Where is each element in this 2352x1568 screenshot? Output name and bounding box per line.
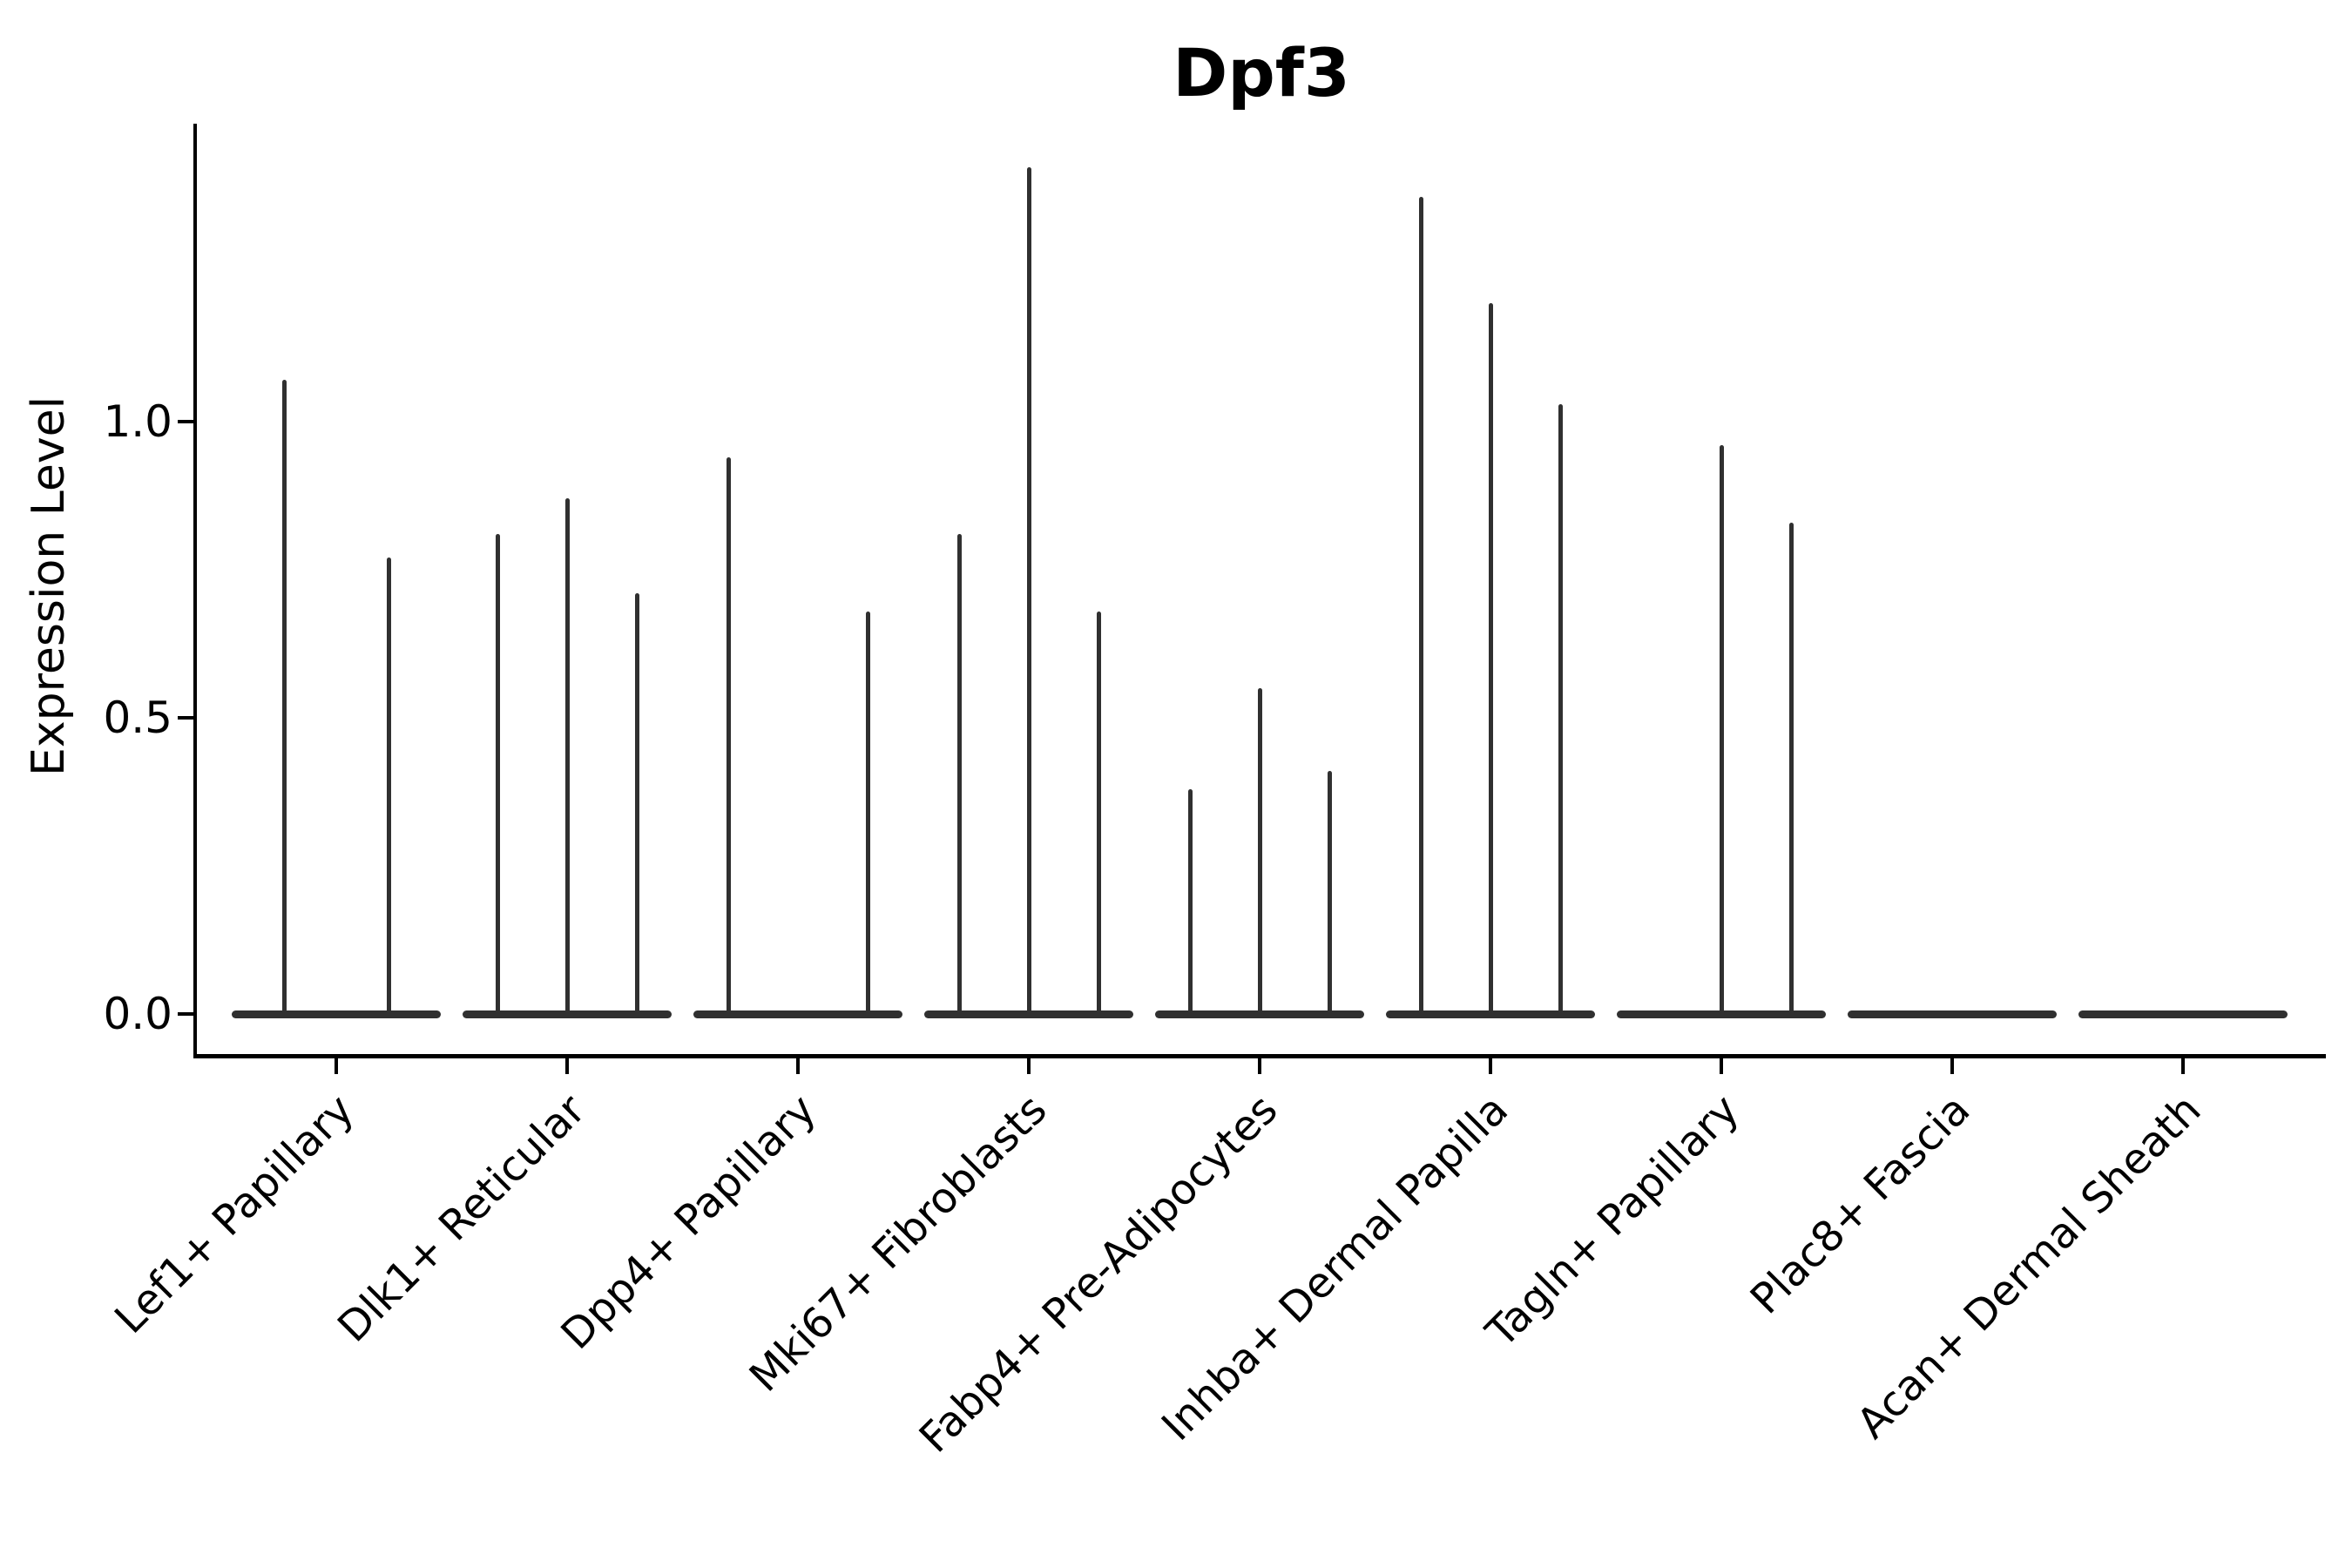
x-tick [565,1058,569,1074]
y-tick [178,420,193,423]
x-tick [1258,1058,1261,1074]
x-category-label: Lef1+ Papillary [105,1085,364,1343]
x-category-label: Dlk1+ Reticular [328,1085,595,1352]
y-tick-label: 0.0 [103,989,172,1039]
violin-base [2078,1010,2288,1018]
violin-base [1386,1010,1595,1018]
violin-base [1617,1010,1826,1018]
violin-spike [1187,788,1193,1014]
violin-base [693,1010,902,1018]
violin-base [1848,1010,2057,1018]
violin-base [924,1010,1133,1018]
y-tick [178,1012,193,1016]
x-tick [2181,1058,2185,1074]
y-tick-label: 0.5 [103,693,172,743]
violin-spike [1488,303,1493,1014]
left-axis-spine [193,124,197,1058]
violin-spike [634,593,639,1014]
x-tick [1720,1058,1723,1074]
violin-spike [1257,688,1262,1014]
x-category-label: Dpp4+ Papillary [551,1085,826,1359]
violin-base [232,1010,441,1018]
violin-spike [1327,771,1332,1014]
y-tick-label: 1.0 [103,396,172,447]
violin-spike [1719,445,1724,1014]
violin-spike [1418,196,1423,1014]
x-tick [1489,1058,1492,1074]
violin-spike [564,498,570,1014]
x-tick [1027,1058,1031,1074]
violin-spike [956,534,962,1014]
x-tick [796,1058,800,1074]
y-tick [178,716,193,720]
y-axis-label: Expression Level [23,395,75,777]
bottom-axis-spine [193,1054,2326,1058]
x-tick [1950,1058,1954,1074]
violin-spike [1558,403,1563,1014]
x-category-label: Plac8+ Fascia [1740,1085,1980,1324]
violin-spike [865,611,870,1014]
violin-spike [1026,166,1031,1014]
x-category-label: Tagln+ Papillary [1477,1085,1749,1357]
violin-base [1155,1010,1364,1018]
violin-spike [386,558,391,1014]
violin-base [463,1010,672,1018]
chart-title: Dpf3 [1173,34,1350,112]
violin-spike [495,534,500,1014]
x-tick [335,1058,338,1074]
violin-spike [1788,522,1794,1014]
violin-spike [1096,611,1101,1014]
violin-spike [281,380,287,1014]
violin-spike [726,456,731,1014]
